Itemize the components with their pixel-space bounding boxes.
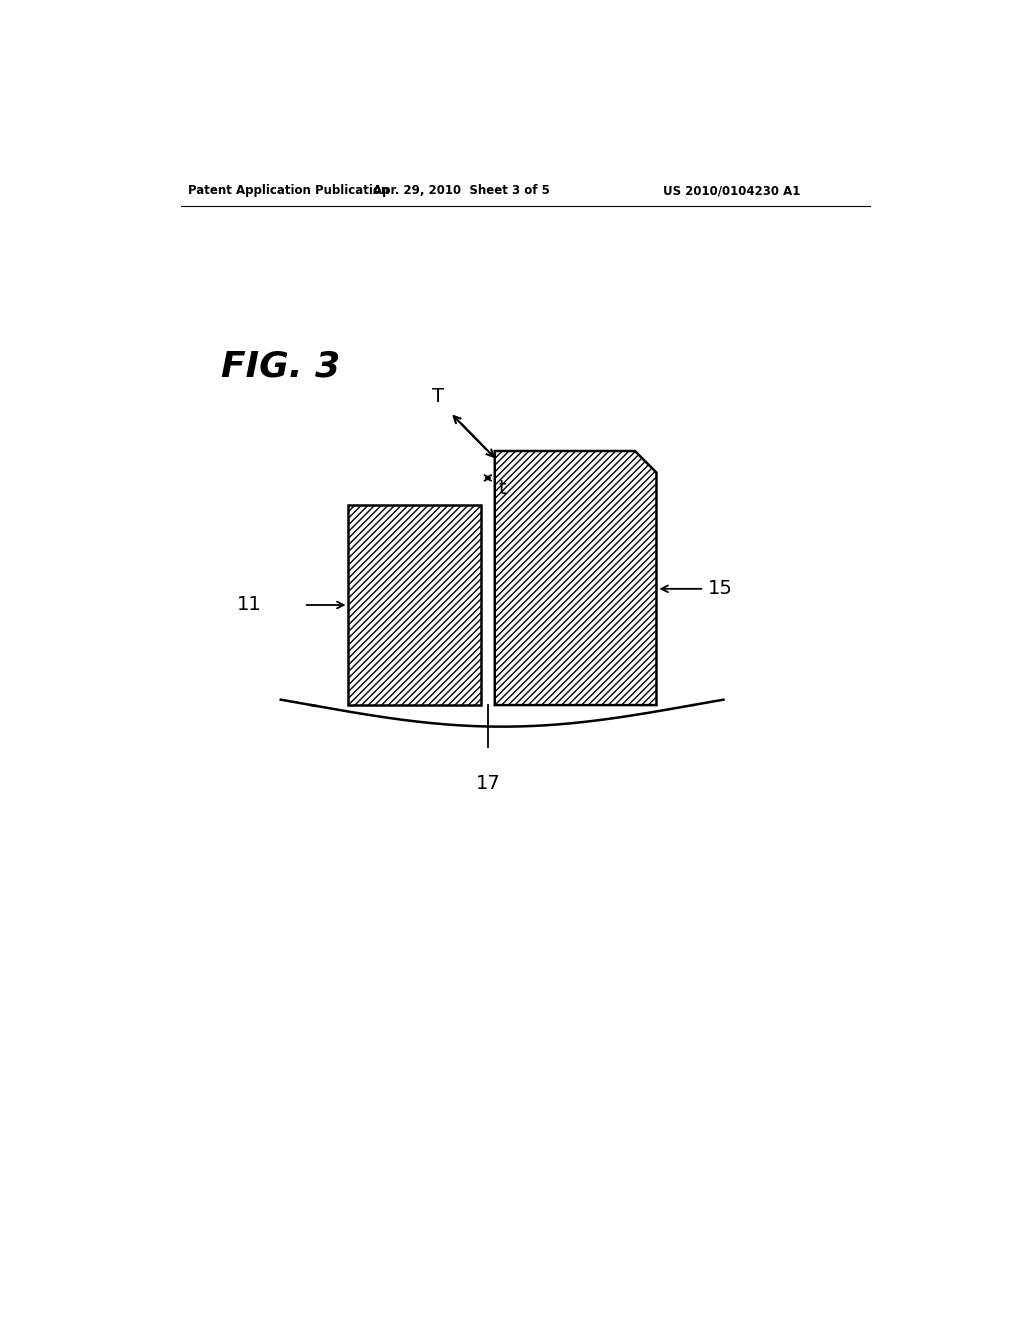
Polygon shape bbox=[348, 506, 481, 705]
Text: 17: 17 bbox=[475, 775, 500, 793]
Text: 15: 15 bbox=[708, 579, 733, 598]
Text: Patent Application Publication: Patent Application Publication bbox=[188, 185, 389, 197]
Text: T: T bbox=[432, 387, 444, 407]
Text: FIG. 3: FIG. 3 bbox=[221, 350, 341, 383]
Text: Apr. 29, 2010  Sheet 3 of 5: Apr. 29, 2010 Sheet 3 of 5 bbox=[373, 185, 550, 197]
Text: 11: 11 bbox=[237, 595, 261, 615]
Text: t: t bbox=[499, 479, 506, 499]
Polygon shape bbox=[495, 451, 656, 705]
Text: US 2010/0104230 A1: US 2010/0104230 A1 bbox=[664, 185, 801, 197]
